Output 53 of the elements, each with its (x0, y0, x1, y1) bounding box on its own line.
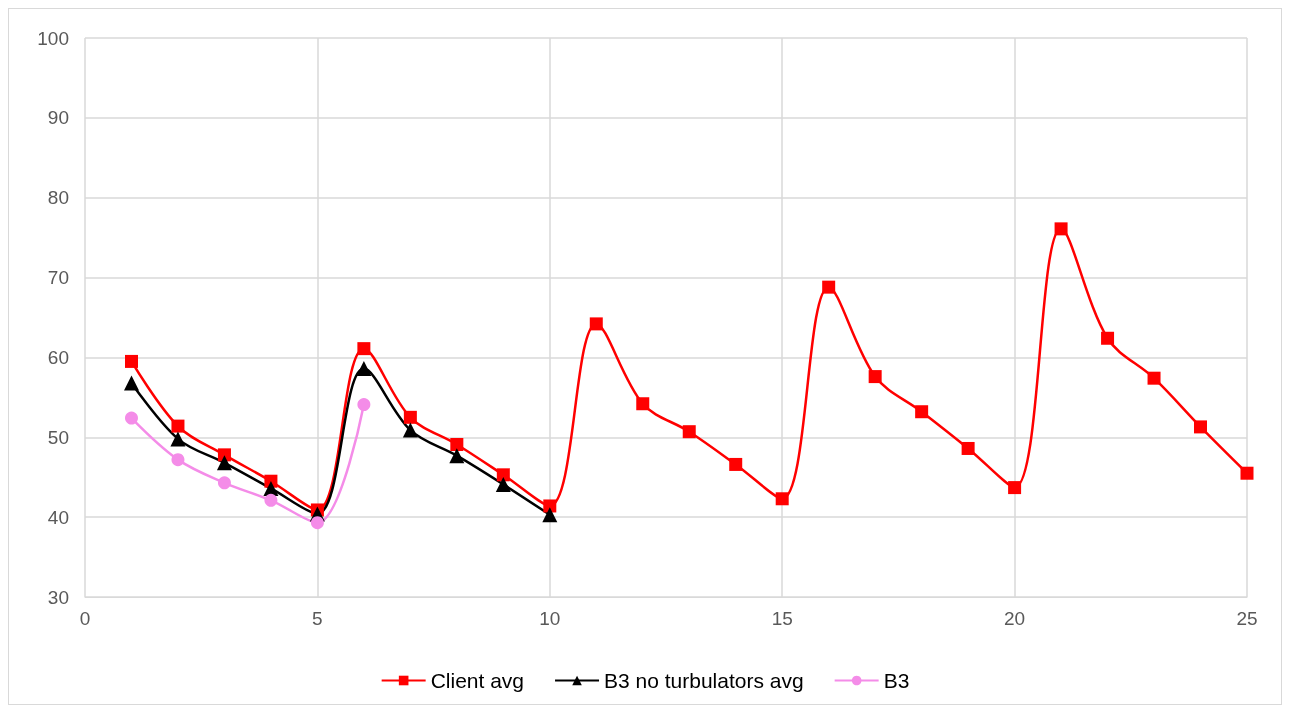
point (124, 411, 138, 425)
point (961, 441, 975, 455)
y-tick-label: 30 (47, 586, 69, 608)
point (775, 492, 789, 506)
y-tick-label: 60 (47, 346, 69, 368)
x-tick-label: 10 (539, 608, 561, 629)
x-tick-label: 5 (312, 608, 323, 629)
point (216, 455, 232, 471)
x-tick-label: 0 (79, 608, 91, 629)
point (1240, 466, 1254, 480)
y-tick-label: 90 (47, 107, 69, 129)
point (403, 410, 417, 424)
y-tick-label: 50 (47, 426, 69, 448)
y-tick-label: 70 (47, 267, 69, 289)
point (822, 280, 836, 294)
x-tick-label: 20 (1004, 608, 1026, 629)
legend-label: Client avg (430, 669, 525, 692)
point (495, 476, 511, 492)
point (636, 397, 650, 411)
legend-label: B3 (883, 669, 910, 692)
point (264, 493, 278, 507)
point (1194, 420, 1208, 434)
point (729, 457, 743, 471)
point (915, 405, 929, 419)
x-tick-label: 15 (771, 608, 793, 629)
point (543, 499, 557, 513)
point (124, 354, 138, 368)
point (357, 398, 371, 412)
point (356, 361, 372, 377)
x-tick-label: 25 (1236, 608, 1258, 629)
y-tick-label: 80 (47, 187, 69, 209)
y-tick-label: 100 (37, 27, 69, 49)
point (868, 370, 882, 384)
point (1101, 331, 1115, 345)
point (171, 453, 185, 467)
point (496, 468, 510, 482)
point (1147, 371, 1161, 385)
point (1054, 222, 1068, 236)
point (357, 342, 371, 356)
point (682, 425, 696, 439)
point (542, 507, 558, 523)
point (450, 437, 464, 451)
point (402, 422, 418, 438)
point (170, 431, 186, 447)
point (589, 317, 603, 331)
point (171, 419, 185, 433)
point (1008, 481, 1022, 495)
point (449, 448, 465, 464)
point (123, 375, 139, 391)
legend-label: B3 no turbulators avg (604, 669, 804, 692)
point (217, 476, 231, 490)
point (310, 516, 324, 530)
y-tick-label: 40 (47, 506, 69, 528)
